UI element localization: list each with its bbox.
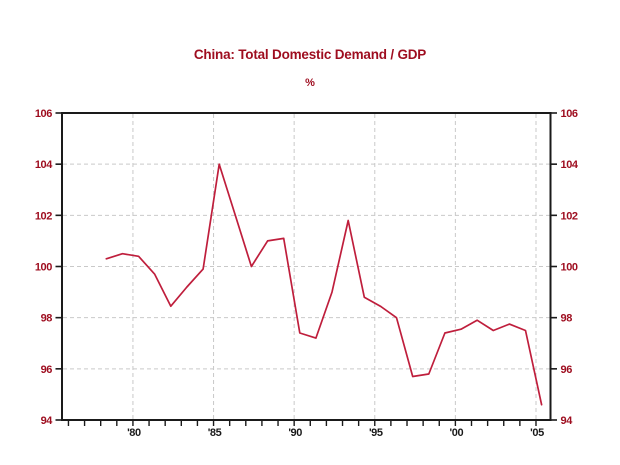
- y-axis-label-left: 98: [41, 313, 53, 325]
- x-axis-year-label: '95: [369, 427, 383, 439]
- chart-title: China: Total Domestic Demand / GDP: [193, 47, 427, 62]
- x-axis-year-label: '80: [127, 427, 141, 439]
- x-axis-year-label: '05: [530, 427, 544, 439]
- y-axis-label-right: 106: [561, 108, 578, 120]
- chart-y-unit-label: %: [305, 77, 315, 89]
- y-axis-label-left: 106: [35, 108, 52, 120]
- x-axis-year-label: '00: [450, 427, 464, 439]
- y-axis-label-right: 94: [561, 415, 574, 427]
- y-axis-label-right: 100: [561, 262, 578, 274]
- y-axis-label-left: 94: [41, 415, 54, 427]
- y-axis-label-right: 102: [561, 210, 578, 222]
- y-axis-label-left: 102: [35, 210, 52, 222]
- x-axis-year-label: '90: [288, 427, 302, 439]
- y-axis-label-left: 96: [41, 364, 53, 376]
- y-axis-label-right: 98: [561, 313, 573, 325]
- x-axis-year-label: '85: [208, 427, 222, 439]
- y-axis-label-left: 100: [35, 262, 52, 274]
- y-axis-label-right: 104: [561, 159, 579, 171]
- y-axis-label-left: 104: [35, 159, 53, 171]
- y-axis-label-right: 96: [561, 364, 573, 376]
- demand-gdp-line: [105, 163, 543, 406]
